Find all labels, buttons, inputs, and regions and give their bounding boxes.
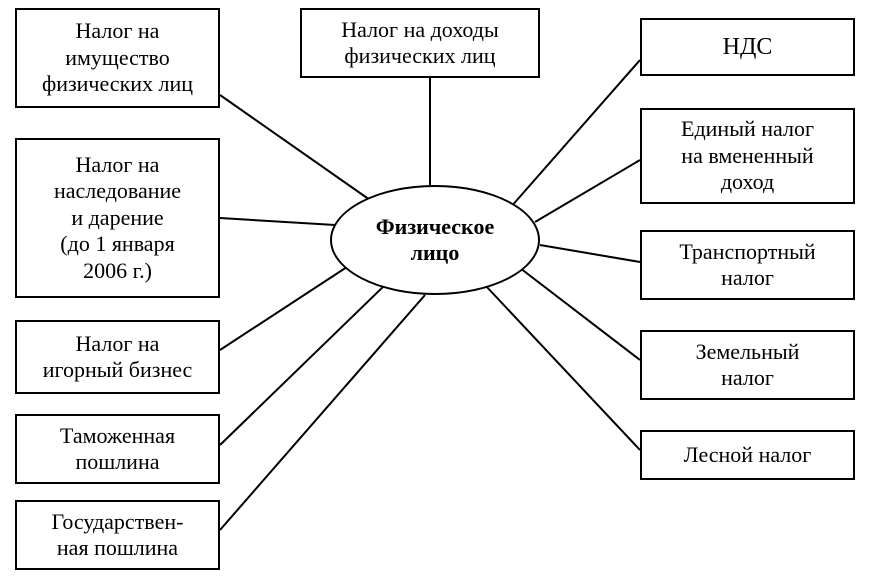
node-label: Лесной налог [684,442,812,468]
node-label: Налог на наследование и дарение (до 1 ян… [54,152,181,284]
node-label: Налог на доходы физических лиц [341,17,499,70]
node-label: Единый налог на вмененный доход [681,116,814,195]
node-box: Таможенная пошлина [15,414,220,484]
node-box: Налог на доходы физических лиц [300,8,540,78]
node-box: Налог на игорный бизнес [15,320,220,394]
node-label: Таможенная пошлина [60,423,175,476]
node-label: Налог на имущество физических лиц [42,18,193,97]
diagram-canvas: Физическое лицо Налог на имущество физич… [0,0,873,579]
node-box: Налог на имущество физических лиц [15,8,220,108]
node-box: НДС [640,18,855,76]
center-node: Физическое лицо [330,185,540,295]
node-label: Государствен- ная пошлина [52,509,184,562]
node-box: Налог на наследование и дарение (до 1 ян… [15,138,220,298]
node-box: Единый налог на вмененный доход [640,108,855,204]
center-label: Физическое лицо [376,214,494,267]
node-label: Налог на игорный бизнес [43,331,193,384]
node-label: Земельный налог [696,339,800,392]
node-box: Лесной налог [640,430,855,480]
node-label: НДС [723,33,773,62]
node-label: Транспортный налог [679,239,815,292]
node-box: Земельный налог [640,330,855,400]
node-box: Транспортный налог [640,230,855,300]
node-box: Государствен- ная пошлина [15,500,220,570]
